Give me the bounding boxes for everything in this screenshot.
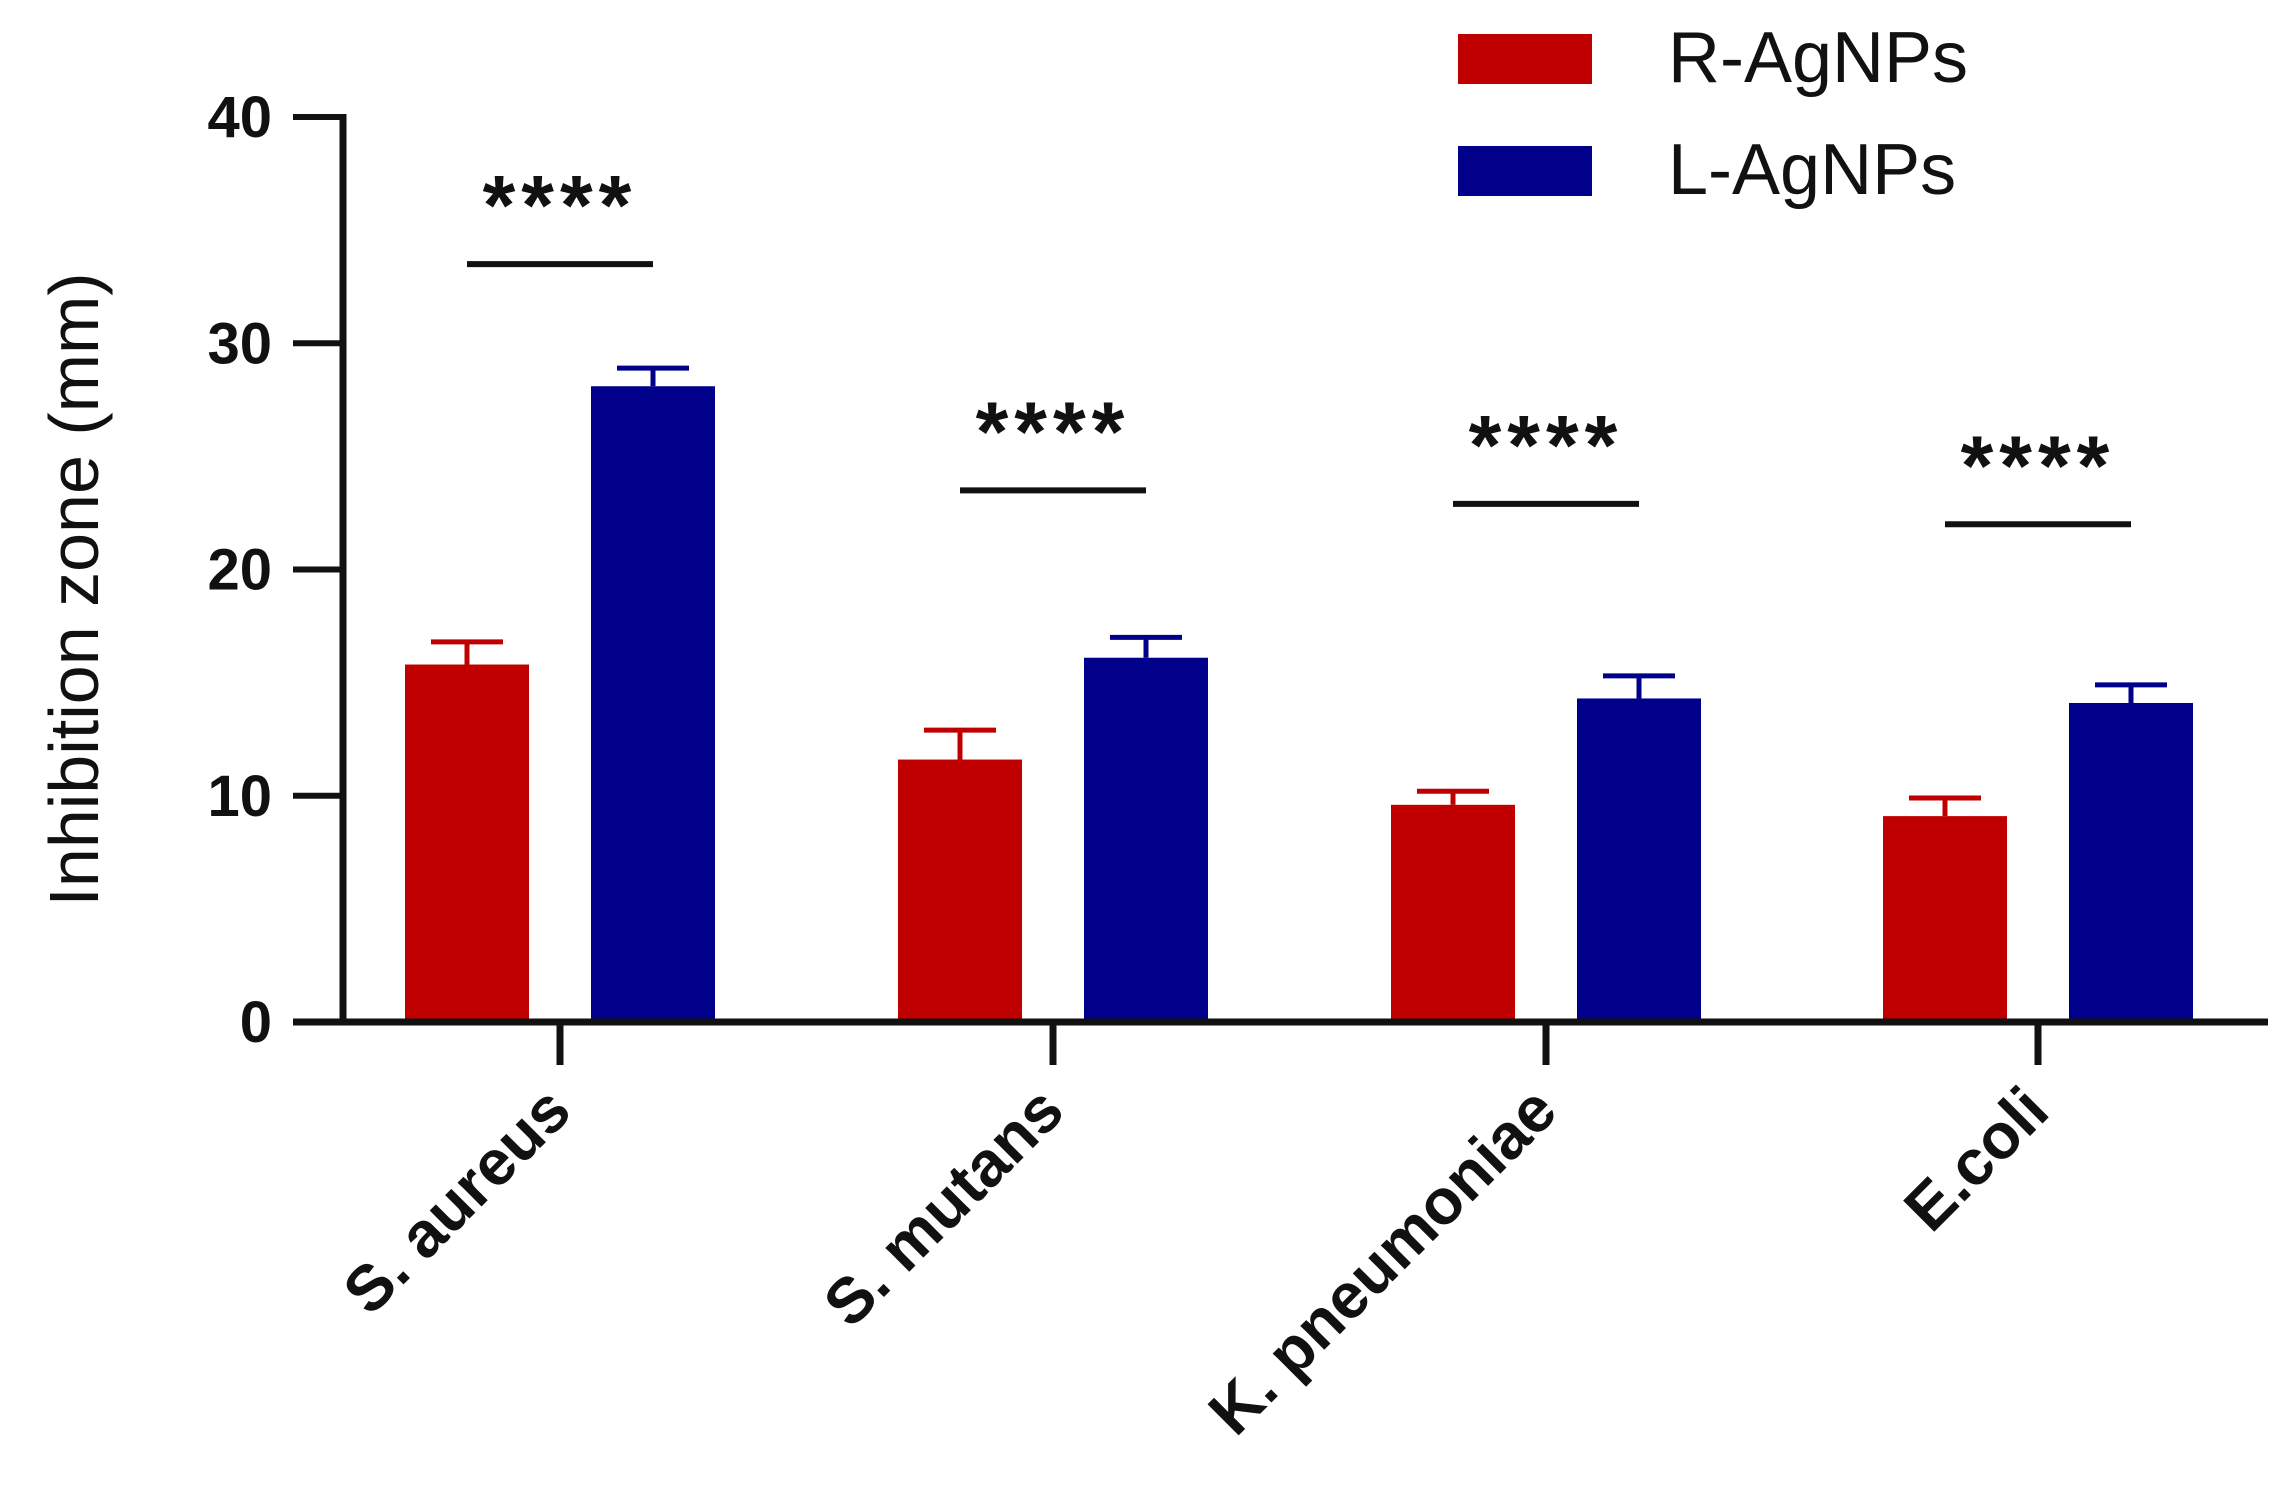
x-category-label: K. pneumoniae [1195,1073,1570,1448]
bar-l-agnps-0 [591,386,715,1022]
y-tick-label: 10 [207,764,272,829]
significance-label: **** [976,384,1131,478]
legend: R-AgNPs L-AgNPs [1458,18,1968,210]
legend-swatch-l-agnps [1458,146,1592,196]
legend-swatch-r-agnps [1458,34,1592,84]
significance-label: **** [1469,398,1624,492]
x-category-label: S. aureus [329,1073,584,1328]
bars [405,386,2193,1022]
y-tick-label: 30 [207,311,272,376]
bar-l-agnps-3 [2069,702,2193,1022]
bar-l-agnps-2 [1577,698,1701,1022]
bar-r-agnps-2 [1391,804,1515,1022]
bar-r-agnps-3 [1883,816,2007,1022]
y-tick-label: 0 [240,990,272,1055]
y-axis-label: Inhibition zone (mm) [35,272,113,906]
x-category-label: S. mutans [810,1073,1077,1340]
error-bars [431,365,2167,817]
significance-label: **** [483,158,638,252]
bar-l-agnps-1 [1084,657,1208,1022]
x-category-label: E.coli [1890,1073,2062,1245]
bar-r-agnps-0 [405,664,529,1022]
y-tick-label: 40 [207,85,272,150]
significance-label: **** [1961,418,2116,512]
y-tick-label: 20 [207,538,272,603]
significance-annotations: **** **** **** **** [467,158,2131,528]
bar-r-agnps-1 [898,759,1022,1022]
legend-label-l-agnps: L-AgNPs [1668,130,1956,210]
legend-label-r-agnps: R-AgNPs [1668,18,1968,98]
